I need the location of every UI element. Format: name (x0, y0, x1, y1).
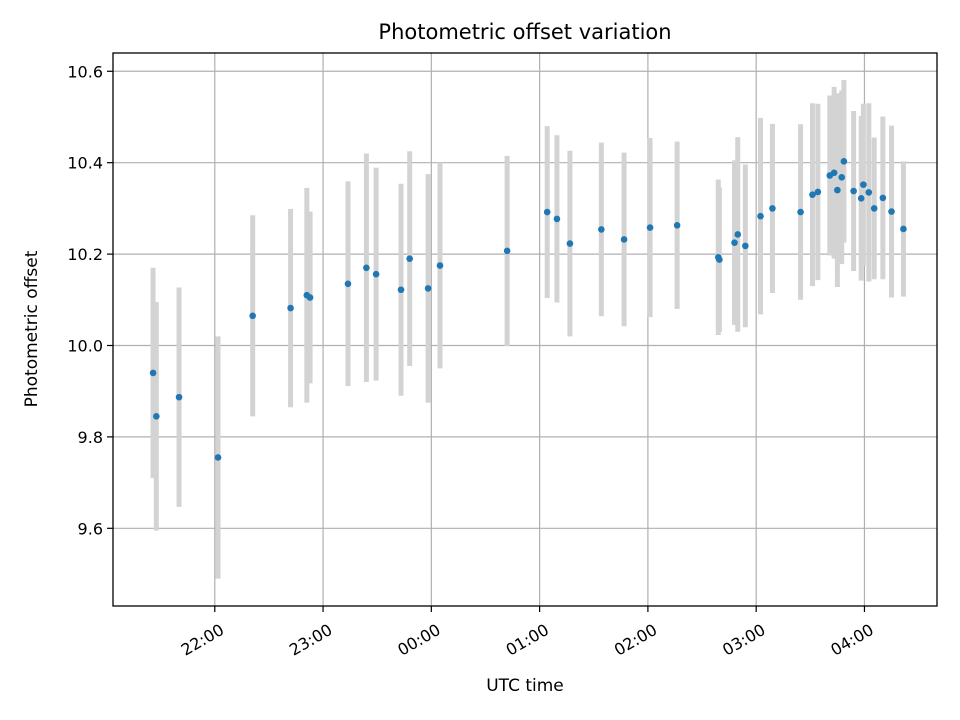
plot-frame (112, 52, 938, 607)
data-point (731, 239, 738, 246)
y-tick-label: 10.2 (67, 245, 103, 264)
data-point (734, 231, 742, 238)
data-point (865, 189, 873, 196)
data-point (797, 208, 804, 216)
data-point (830, 169, 838, 177)
data-point (742, 242, 749, 250)
y-tick-label: 10.4 (67, 154, 103, 173)
data-point (214, 454, 222, 461)
data-point (153, 413, 160, 420)
data-point (888, 208, 895, 215)
data-point (406, 255, 413, 262)
data-point (838, 174, 846, 181)
data-point (543, 208, 551, 216)
data-point (503, 247, 511, 255)
y-tick-label: 10.0 (67, 336, 103, 355)
data-point (857, 195, 865, 202)
data-point (769, 205, 776, 212)
y-axis-label: Photometric offset (22, 250, 42, 407)
data-point (306, 294, 314, 301)
data-point (620, 236, 628, 243)
data-point (372, 270, 380, 278)
data-point (344, 280, 352, 288)
data-point (598, 226, 605, 233)
y-tick-label: 10.6 (67, 62, 103, 81)
data-point (870, 205, 878, 212)
data-point (673, 221, 681, 229)
data-point (646, 224, 654, 231)
y-tick-label: 9.6 (78, 519, 103, 538)
data-point (850, 187, 857, 195)
data-point (249, 312, 256, 320)
data-point (175, 393, 183, 401)
data-point (424, 285, 432, 292)
data-point (553, 215, 561, 223)
data-point (363, 264, 370, 272)
data-points (149, 158, 907, 461)
data-point (860, 181, 867, 188)
data-point (900, 225, 907, 233)
data-point (809, 191, 816, 198)
data-point (287, 304, 294, 312)
data-point (436, 262, 444, 269)
data-point (757, 212, 764, 220)
data-point (716, 256, 723, 263)
chart-title: Photometric offset variation (378, 20, 671, 44)
data-point (566, 240, 574, 247)
y-tick-label: 9.8 (78, 428, 103, 447)
data-point (834, 186, 841, 194)
data-point (149, 369, 157, 377)
x-axis-label: UTC time (486, 676, 564, 696)
data-point (879, 194, 887, 202)
data-point (840, 158, 848, 165)
data-point (397, 286, 405, 294)
data-point (814, 188, 822, 196)
